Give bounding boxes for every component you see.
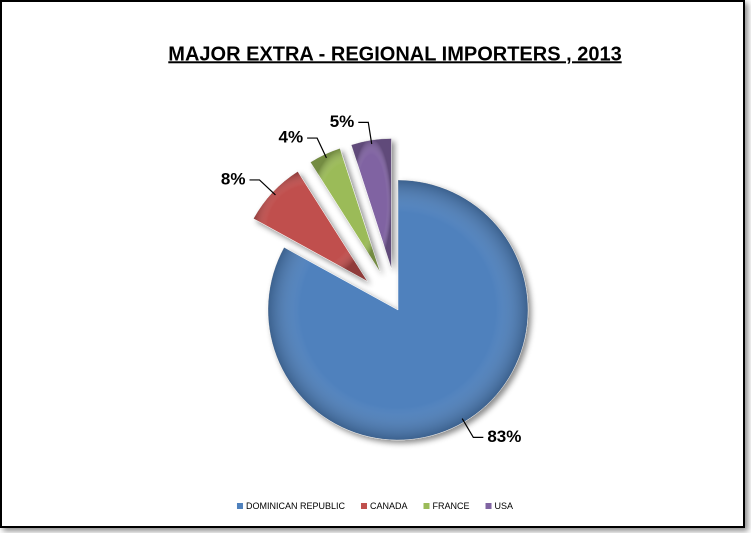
chart-title: MAJOR EXTRA - REGIONAL IMPORTERS , 2013 xyxy=(168,43,621,65)
data-label: 83% xyxy=(487,427,521,446)
legend-label: FRANCE xyxy=(433,501,470,511)
legend-item: FRANCE xyxy=(423,501,470,511)
data-label: 5% xyxy=(330,112,355,131)
data-label: 8% xyxy=(221,169,246,188)
legend-swatch xyxy=(236,503,243,509)
legend-item: DOMINICAN REPUBLIC xyxy=(236,501,346,511)
leader-line xyxy=(307,137,327,159)
legend-label: DOMINICAN REPUBLIC xyxy=(246,501,346,511)
legend: DOMINICAN REPUBLIC CANADA FRANCE USA xyxy=(236,501,514,511)
leader-line xyxy=(358,121,373,145)
leader-line xyxy=(461,418,484,438)
legend-swatch xyxy=(485,503,492,509)
leader-line xyxy=(249,179,276,196)
legend-item: USA xyxy=(485,501,514,511)
legend-swatch xyxy=(423,503,430,509)
legend-label: USA xyxy=(495,501,514,511)
legend-swatch xyxy=(360,503,367,509)
legend-label: CANADA xyxy=(370,501,408,511)
legend-item: CANADA xyxy=(360,501,408,511)
data-label: 4% xyxy=(279,128,304,147)
